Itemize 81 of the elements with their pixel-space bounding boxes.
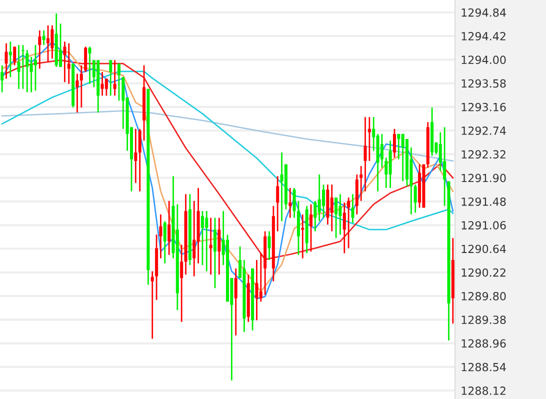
- candlestick: [42, 30, 46, 46]
- candlestick: [288, 187, 292, 218]
- candlestick: [259, 252, 262, 302]
- candlestick: [200, 210, 204, 266]
- candlestick: [414, 184, 417, 214]
- candlestick: [26, 49, 29, 93]
- y-tick-label: 1291.06: [462, 221, 506, 230]
- candlestick: [276, 175, 280, 232]
- candlestick: [59, 22, 62, 68]
- candlestick: [330, 184, 334, 232]
- y-tick-label: 1288.96: [462, 339, 506, 348]
- y-tick-label: 1292.32: [462, 150, 506, 159]
- y-tick-label: 1288.54: [462, 362, 506, 372]
- candlestick: [17, 44, 20, 90]
- y-tick-label: 1294.42: [462, 32, 506, 40]
- candlestick: [338, 193, 342, 236]
- candlestick: [104, 78, 108, 96]
- y-tick-label: 1293.16: [462, 102, 506, 112]
- candlestick: [388, 140, 392, 189]
- candlestick: [392, 128, 396, 158]
- candlestick: [255, 259, 258, 321]
- candlestick: [318, 174, 321, 222]
- y-tick-label: 1292.74: [462, 126, 506, 135]
- candlestick: [347, 196, 350, 249]
- candlestick: [163, 220, 166, 264]
- candlestick: [234, 268, 238, 336]
- candlestick: [109, 60, 112, 96]
- y-tick-label: 1291.48: [462, 197, 506, 206]
- candlestick: [301, 214, 304, 260]
- candlestick: [88, 46, 92, 85]
- candlestick: [46, 24, 50, 63]
- candlestick: [134, 128, 138, 184]
- y-tick-label: 1291.90: [462, 174, 506, 182]
- candlestick: [192, 200, 196, 278]
- candlestick: [205, 210, 208, 272]
- candlestick: [380, 133, 384, 168]
- candlestick: [76, 73, 79, 114]
- candlestick: [138, 128, 142, 192]
- candlestick: [280, 152, 284, 222]
- candlestick: [38, 30, 42, 70]
- candlestick: [322, 184, 326, 218]
- candlestick: [34, 44, 37, 92]
- candlestick: [0, 64, 4, 93]
- candlestick: [309, 204, 312, 252]
- candlestick: [4, 42, 8, 80]
- candlestick: [30, 56, 33, 93]
- candlestick: [314, 200, 317, 232]
- candlestick: [268, 230, 271, 261]
- candlestick: [292, 187, 296, 218]
- y-tick-label: 1290.22: [462, 268, 506, 277]
- candlestick: [117, 62, 120, 102]
- candlestick: [213, 217, 216, 289]
- candlestick: [401, 133, 404, 182]
- candlestick: [80, 64, 83, 108]
- line-series: [1, 110, 454, 162]
- candlestick: [334, 196, 338, 239]
- candlestick: [150, 270, 154, 340]
- candlestick: [218, 217, 221, 276]
- y-tick-label: 1293.58: [462, 79, 506, 88]
- candlestick: [84, 46, 88, 73]
- y-tick-label: 1288.12: [462, 386, 506, 395]
- y-tick-label: 1290.64: [462, 244, 506, 254]
- candlestick: [67, 42, 70, 85]
- candlestick: [351, 193, 354, 224]
- candlestick: [397, 133, 400, 160]
- y-tick-label: 1289.80: [462, 292, 506, 300]
- candlestick: [50, 24, 54, 60]
- candlestick: [342, 202, 346, 254]
- candlestick: [159, 214, 162, 260]
- candlestick: [13, 46, 16, 66]
- y-tick-label: 1294.84: [462, 8, 506, 17]
- candlestick: [360, 165, 363, 202]
- candlestick: [122, 76, 125, 130]
- y-tick-label: 1294.00: [462, 56, 506, 64]
- candlestick: [168, 200, 171, 256]
- candlestick: [100, 71, 104, 96]
- candlestick: [364, 116, 367, 192]
- candlestick: [63, 40, 66, 83]
- candlestick: [113, 60, 116, 96]
- y-tick-label: 1289.38: [462, 316, 506, 324]
- candlestick: [180, 244, 184, 323]
